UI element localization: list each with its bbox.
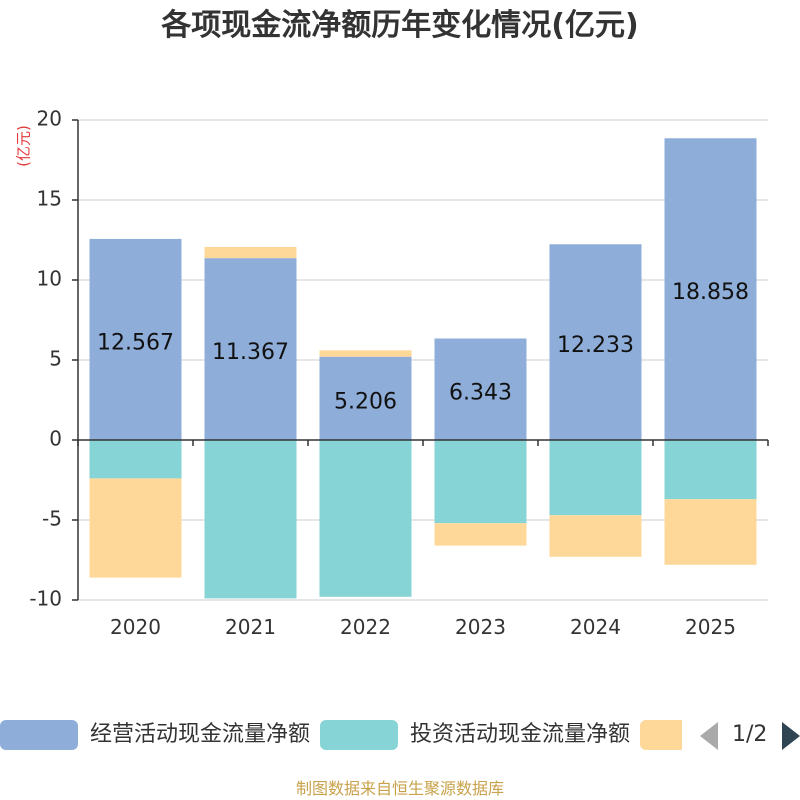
y-tick-label: 15: [37, 187, 62, 211]
bar-2024-series-1: [549, 440, 642, 516]
bar-2020-series-1: [89, 440, 182, 479]
y-axis-label: (亿元): [15, 125, 33, 167]
bar-2021-series-2: [204, 246, 297, 259]
bar-2025-series-0: [664, 138, 757, 440]
bar-2022-series-0: [319, 356, 412, 440]
legend-next-page-icon[interactable]: [782, 722, 800, 750]
bar-2023-series-2: [434, 523, 527, 546]
y-tick-label: -5: [42, 507, 62, 531]
y-tick-label: -10: [29, 587, 62, 611]
legend-swatch-investing: [320, 720, 398, 750]
data-label: 5.206: [334, 389, 397, 414]
bar-2023-series-1: [434, 440, 527, 524]
legend-swatch-third: [640, 720, 682, 750]
x-tick-label: 2023: [455, 615, 506, 639]
bar-2025-series-2: [664, 499, 757, 565]
x-tick-label: 2022: [340, 615, 391, 639]
chart-title: 各项现金流净额历年变化情况(亿元): [161, 8, 639, 43]
legend-swatch-operating: [0, 720, 78, 750]
chart-plot: (亿元) 20 15 10 5 0 -5 -10 2020 2021 2022 2023 2024 20…: [15, 107, 769, 639]
y-tick-label: 0: [49, 427, 62, 451]
legend: 经营活动现金流量净额 投资活动现金流量净额 1/2: [0, 712, 800, 760]
source-note: 制图数据来自恒生聚源数据库: [295, 779, 504, 798]
bar-2020-series-0: [89, 238, 182, 440]
data-label: 12.567: [97, 330, 174, 355]
y-tick-label: 10: [37, 267, 62, 291]
x-tick-label: 2021: [225, 615, 276, 639]
bar-2025-series-1: [664, 440, 757, 500]
legend-page-indicator: 1/2: [732, 722, 768, 747]
data-label: 18.858: [672, 280, 749, 305]
bar-2023-series-0: [434, 338, 527, 440]
bar-2022-series-2: [319, 350, 412, 357]
legend-pager: 1/2: [700, 720, 800, 750]
y-tick-label: 5: [49, 347, 62, 371]
x-tick-label: 2020: [110, 615, 161, 639]
legend-prev-page-icon[interactable]: [700, 722, 718, 750]
legend-label-operating: 经营活动现金流量净额: [90, 722, 311, 747]
bar-2024-series-0: [549, 244, 642, 440]
bar-2024-series-2: [549, 515, 642, 557]
bar-2021-series-0: [204, 258, 297, 440]
data-label: 11.367: [212, 340, 289, 365]
x-tick-label: 2025: [685, 615, 736, 639]
data-label: 12.233: [557, 333, 634, 358]
data-label: 6.343: [449, 380, 512, 405]
bar-2021-series-1: [204, 440, 297, 599]
y-tick-label: 20: [37, 107, 62, 131]
x-tick-label: 2024: [570, 615, 621, 639]
legend-label-investing: 投资活动现金流量净额: [410, 722, 631, 747]
bar-2020-series-2: [89, 478, 182, 578]
bar-2022-series-1: [319, 440, 412, 597]
